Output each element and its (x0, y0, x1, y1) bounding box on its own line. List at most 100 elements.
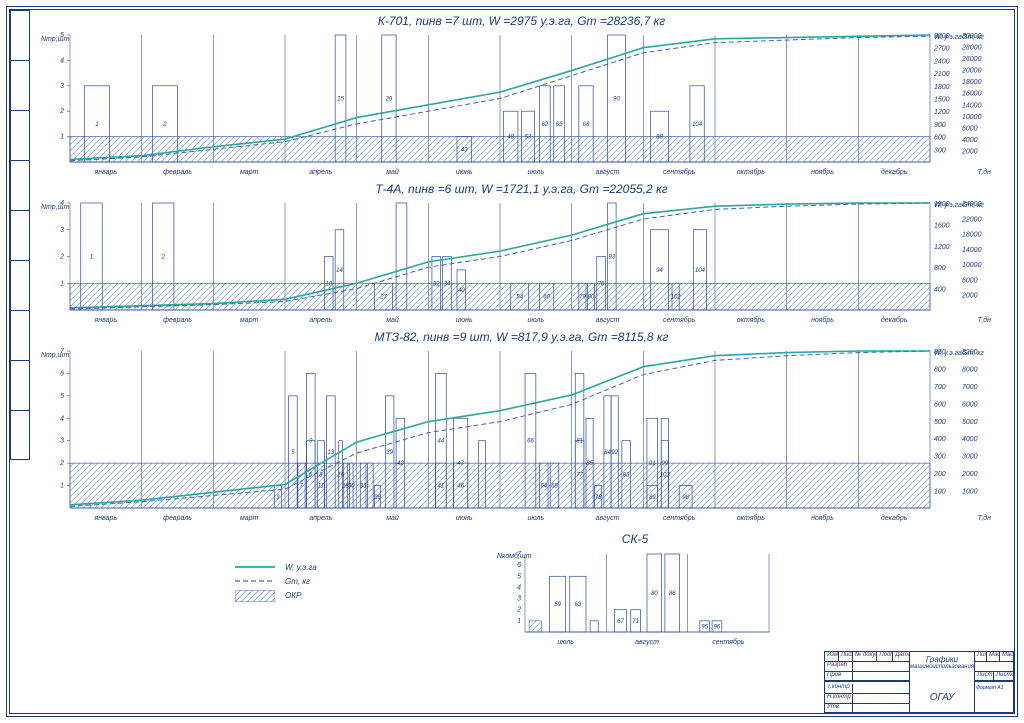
legend-item-g: Gт, кг (235, 574, 317, 588)
svg-text:2100: 2100 (933, 71, 950, 78)
svg-text:октябрь: октябрь (737, 514, 766, 522)
svg-text:Nкомб,шт: Nкомб,шт (497, 552, 532, 560)
svg-text:4: 4 (60, 415, 64, 422)
svg-text:68: 68 (583, 122, 590, 128)
svg-text:500: 500 (934, 419, 946, 426)
svg-text:600: 600 (934, 401, 946, 408)
svg-text:4: 4 (60, 57, 64, 64)
svg-text:42: 42 (397, 461, 404, 467)
svg-text:27: 27 (379, 295, 387, 301)
svg-text:Nтр,шт: Nтр,шт (41, 352, 69, 359)
svg-text:сентябрь: сентябрь (712, 638, 745, 646)
tb-col-podp: Подп (877, 652, 893, 662)
svg-text:88: 88 (656, 135, 663, 141)
svg-text:3: 3 (60, 227, 64, 234)
svg-text:14000: 14000 (962, 102, 982, 109)
svg-text:850: 850 (934, 349, 946, 356)
svg-text:26000: 26000 (961, 56, 982, 63)
svg-text:сентябрь: сентябрь (663, 168, 696, 176)
svg-text:100: 100 (934, 489, 946, 496)
svg-text:6000: 6000 (962, 125, 978, 132)
svg-text:3: 3 (60, 438, 64, 445)
svg-text:2: 2 (59, 460, 64, 467)
svg-text:300: 300 (934, 454, 946, 461)
svg-text:1500: 1500 (934, 97, 950, 104)
svg-text:апрель: апрель (309, 317, 332, 324)
svg-text:3: 3 (517, 596, 521, 603)
panel-sk5: СК-5 июльавгустсентябрь1234567Nкомб,шт59… (495, 530, 775, 648)
svg-text:29: 29 (385, 97, 393, 103)
svg-text:5: 5 (60, 393, 64, 400)
legend-item-okr: ОКР (235, 588, 317, 602)
svg-text:18000: 18000 (962, 232, 982, 239)
svg-text:февраль: февраль (163, 169, 192, 176)
svg-text:май: май (386, 316, 399, 324)
svg-text:август: август (596, 169, 620, 176)
panel-title-mtz82: МТЗ-82, nинв =9 шт, W =817,9 у.э.га, Gт … (35, 330, 1008, 344)
svg-text:34: 34 (444, 281, 451, 287)
svg-text:47: 47 (457, 461, 464, 467)
svg-text:400: 400 (934, 436, 946, 443)
svg-text:июнь: июнь (456, 169, 473, 176)
tb-col-list: Лист (839, 652, 853, 662)
svg-text:1: 1 (60, 134, 64, 141)
tb-nkontr: Н.контр (825, 694, 853, 704)
panel-mtz82: МТЗ-82, nинв =9 шт, W =817,9 у.э.га, Gт … (35, 328, 1008, 526)
svg-text:Nтр,шт: Nтр,шт (41, 36, 69, 43)
svg-text:98: 98 (682, 495, 689, 501)
svg-text:июль: июль (557, 639, 574, 646)
legend-label-w: W, у.э.га (285, 563, 317, 572)
svg-text:200: 200 (933, 471, 946, 478)
svg-text:14: 14 (336, 268, 343, 274)
svg-text:20000: 20000 (961, 68, 982, 75)
svg-text:1: 1 (95, 122, 98, 128)
tb-mas: Масштаб (1000, 652, 1013, 662)
chart-mtz82: январьфевральмартапрельмайиюньиюльавгуст… (35, 346, 995, 526)
svg-text:1: 1 (60, 483, 64, 490)
svg-text:март: март (240, 317, 259, 324)
svg-text:71: 71 (632, 619, 639, 625)
svg-text:январь: январь (94, 317, 118, 324)
svg-text:96: 96 (714, 624, 721, 630)
svg-text:Т,дн: Т,дн (978, 514, 991, 522)
svg-text:30: 30 (348, 484, 355, 490)
svg-text:93: 93 (608, 255, 615, 261)
svg-text:октябрь: октябрь (737, 316, 766, 324)
svg-text:2700: 2700 (933, 46, 950, 53)
svg-text:67: 67 (617, 619, 624, 625)
svg-text:1: 1 (90, 255, 93, 261)
svg-text:6000: 6000 (962, 277, 978, 284)
svg-text:ноябрь: ноябрь (811, 316, 834, 324)
tb-col-izm: Изм (825, 652, 839, 662)
svg-text:900: 900 (934, 122, 946, 129)
svg-text:32: 32 (433, 281, 440, 287)
svg-text:2: 2 (59, 254, 64, 261)
svg-text:4000: 4000 (962, 436, 978, 443)
svg-text:февраль: февраль (163, 317, 192, 324)
svg-text:85: 85 (586, 461, 593, 467)
svg-text:6000: 6000 (962, 401, 978, 408)
svg-text:79: 79 (579, 295, 586, 301)
svg-text:64: 64 (540, 484, 547, 490)
svg-text:10: 10 (325, 281, 332, 287)
svg-text:46: 46 (457, 484, 464, 490)
svg-text:104: 104 (692, 122, 703, 128)
svg-text:83: 83 (623, 472, 630, 478)
svg-text:2000: 2000 (961, 293, 978, 300)
svg-text:февраль: февраль (163, 515, 192, 522)
panel-k701: К-701, nинв =7 шт, W =2975 у.э.га, Gт =2… (35, 12, 1008, 180)
tb-utv: Утв (825, 704, 853, 714)
svg-text:август: август (596, 317, 620, 324)
svg-text:2: 2 (160, 255, 165, 261)
svg-text:15: 15 (337, 97, 344, 103)
svg-text:2: 2 (59, 108, 64, 115)
panel-title-k701: К-701, nинв =7 шт, W =2975 у.э.га, Gт =2… (35, 14, 1008, 28)
svg-text:июль: июль (528, 169, 545, 176)
svg-text:сентябрь: сентябрь (663, 514, 696, 522)
svg-text:30000: 30000 (962, 33, 982, 40)
svg-text:декабрь: декабрь (881, 168, 908, 176)
svg-text:6: 6 (517, 562, 521, 569)
svg-text:94: 94 (656, 268, 663, 274)
svg-text:9: 9 (309, 439, 313, 445)
svg-text:2000: 2000 (961, 148, 978, 155)
